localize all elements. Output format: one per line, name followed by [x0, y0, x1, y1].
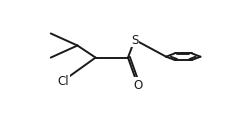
Text: O: O — [133, 78, 142, 91]
Text: Cl: Cl — [57, 75, 69, 88]
Text: S: S — [131, 34, 138, 47]
